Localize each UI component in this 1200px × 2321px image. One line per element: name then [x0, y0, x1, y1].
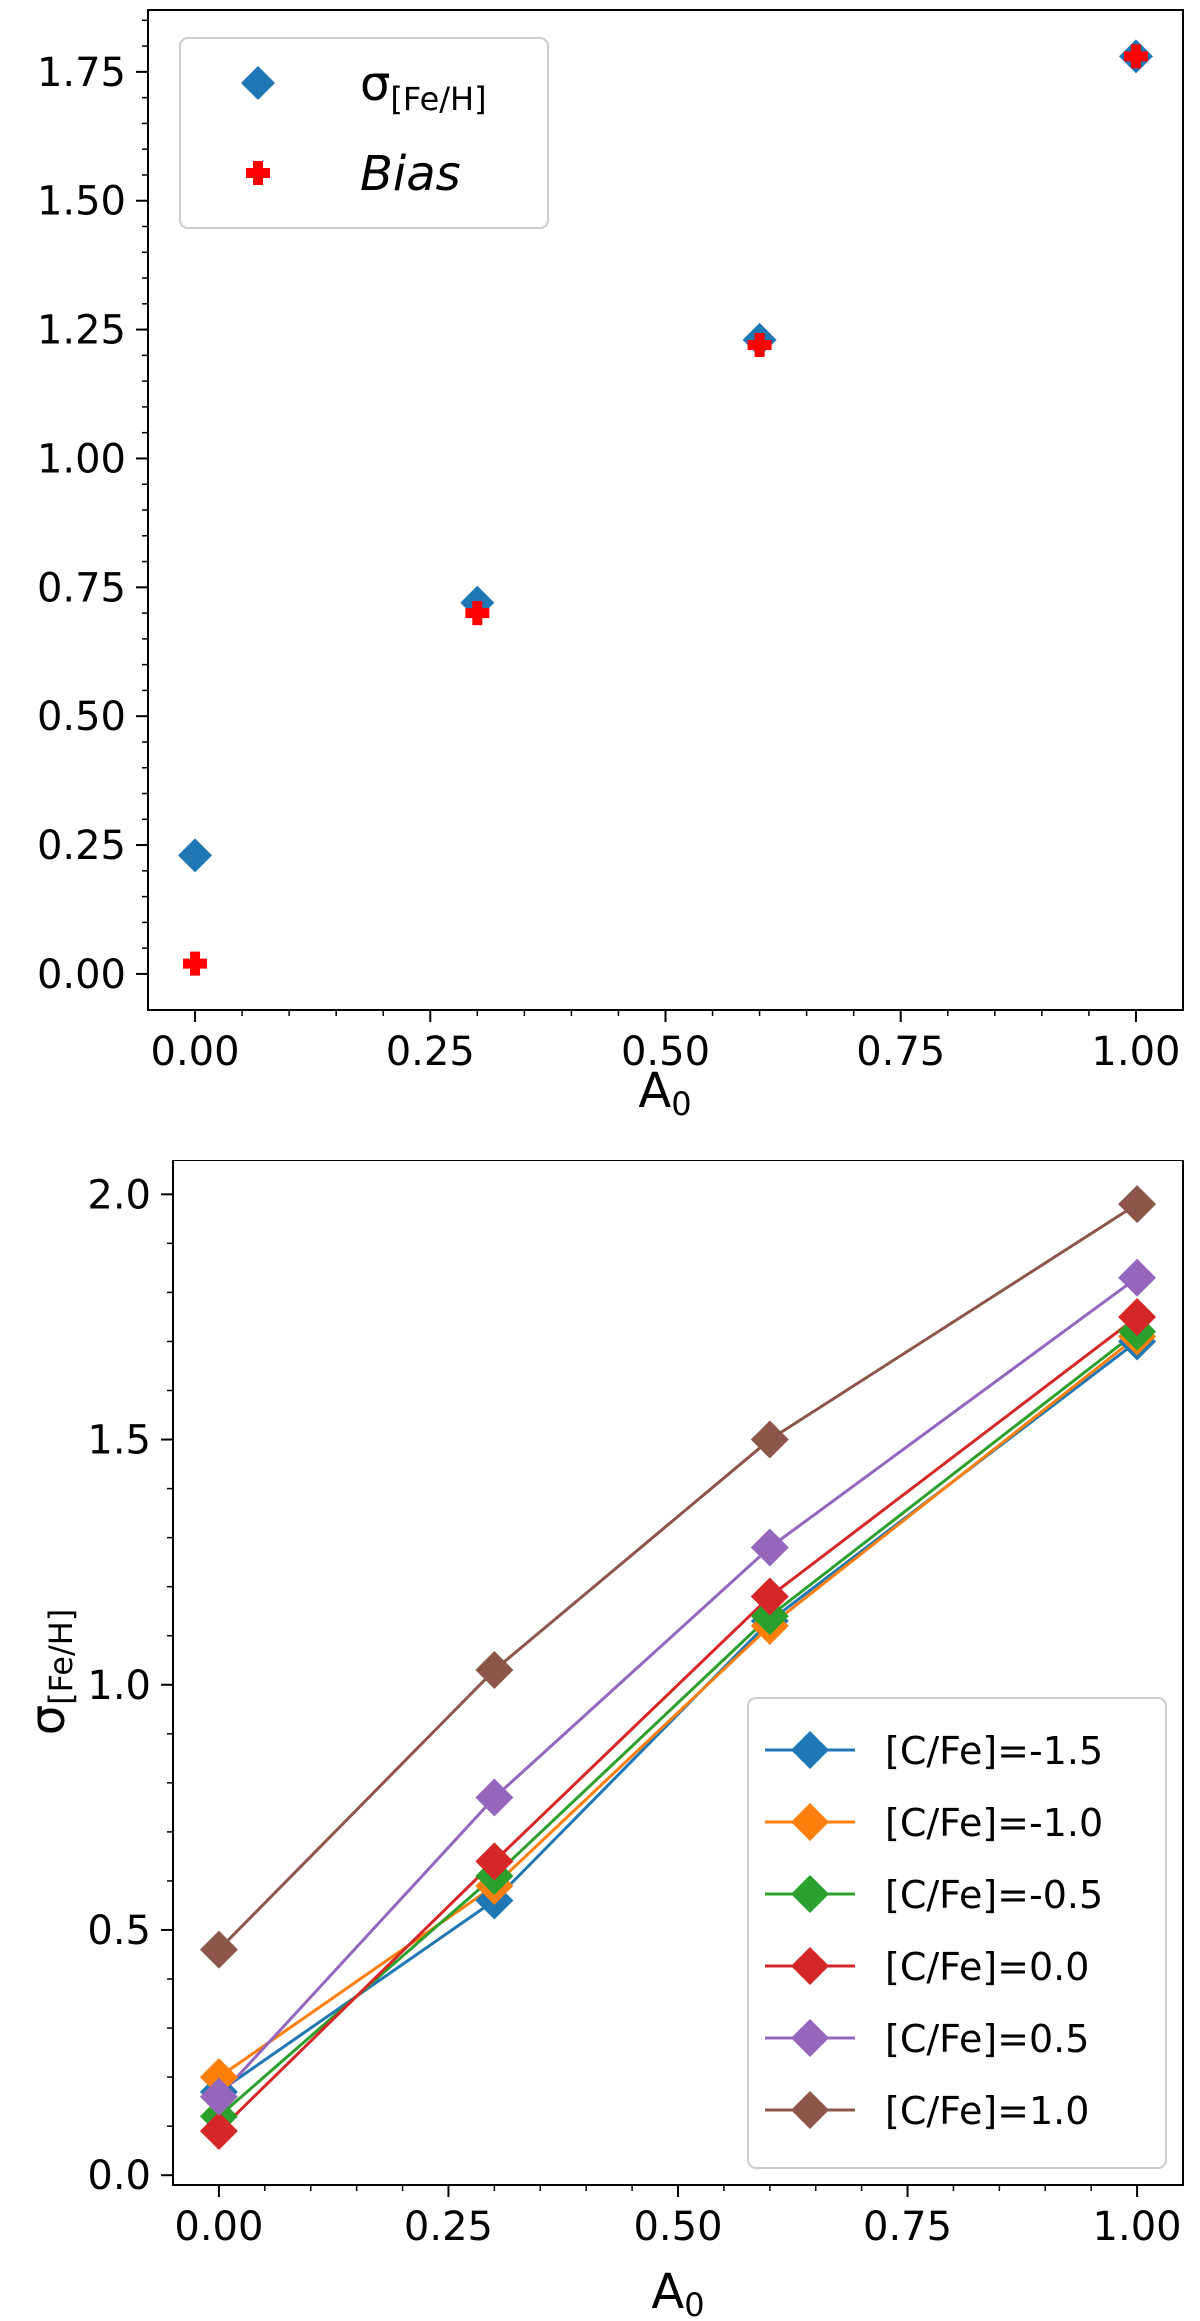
- legend-label: [C/Fe]=-1.5: [885, 1729, 1103, 1773]
- series-point: [1118, 1297, 1157, 1336]
- series-line: [218, 1335, 1139, 2079]
- series-point: [199, 2112, 238, 2151]
- legend-marker: [791, 1731, 829, 1769]
- legend-sigma-marker: [241, 66, 275, 100]
- top-x-tick-label: 1.00: [1091, 1029, 1180, 1075]
- series-line: [217, 1315, 1138, 2133]
- series-point: [750, 1528, 789, 1567]
- series-point: [750, 1597, 789, 1636]
- series-point: [199, 1930, 238, 1969]
- bottom-x-tick-label: 0.50: [633, 2204, 722, 2250]
- top-y-tick-label: 1.00: [37, 436, 126, 482]
- series-line: [217, 1276, 1138, 2098]
- top-x-axis-label-main: A: [638, 1063, 671, 1119]
- top-scatter-chart: 0.00 0.25 0.50 0.75 1.00 0.00 0.25 0.50 0.75 1.00…: [37, 9, 1184, 1123]
- bottom-legend-box: [747, 1697, 1167, 2169]
- bottom-x-tick-label: 1.00: [1093, 2204, 1182, 2250]
- bottom-x-tick-label: 0.25: [404, 2204, 493, 2250]
- bias-point: [747, 333, 772, 358]
- bottom-x-tick-label: 0.00: [174, 2204, 263, 2250]
- series-point: [475, 1651, 514, 1690]
- bottom-y-tick-label: 0.5: [87, 1908, 151, 1954]
- legend-marker: [791, 1875, 829, 1913]
- series-point: [750, 1420, 789, 1459]
- legend-label: [C/Fe]=0.0: [885, 1945, 1089, 1989]
- sigma-point: [178, 838, 213, 873]
- bias-point: [1123, 44, 1148, 69]
- bottom-x-axis-label: A0: [651, 2264, 704, 2320]
- series-point: [1118, 1258, 1157, 1297]
- bottom-y-axis-label-sub: [Fe/H]: [42, 1609, 80, 1705]
- series-point: [199, 2058, 238, 2097]
- top-x-tick-label: 0.50: [621, 1029, 710, 1075]
- top-y-tick-label: 1.75: [37, 50, 126, 96]
- bottom-y-tick-label: 1.0: [87, 1663, 151, 1709]
- bottom-x-axis-label-main: A: [651, 2264, 684, 2320]
- series-point: [475, 1842, 514, 1881]
- legend-sigma-label: σ[Fe/H]: [360, 56, 487, 118]
- top-x-tick-label: 0.00: [151, 1029, 240, 1075]
- legend-label: [C/Fe]=-0.5: [885, 1873, 1103, 1917]
- legend-bias-label: Bias: [360, 146, 461, 202]
- top-y-tick-label: 1.25: [37, 308, 126, 354]
- series-point: [1118, 1185, 1157, 1224]
- bias-point: [183, 951, 208, 976]
- legend-label: [C/Fe]=-1.0: [885, 1801, 1103, 1845]
- legend-label: [C/Fe]=1.0: [885, 2089, 1089, 2133]
- top-y-tick-label: 0.25: [37, 823, 126, 869]
- legend-marker: [791, 1947, 829, 1985]
- series-point: [199, 2077, 238, 2116]
- bottom-y-tick-label: 2.0: [87, 1172, 151, 1218]
- series-line: [217, 1202, 1138, 1951]
- top-x-tick-label: 0.25: [386, 1029, 475, 1075]
- legend-marker: [791, 2019, 829, 2057]
- top-y-tick-label: 0.75: [37, 565, 126, 611]
- bottom-y-axis-label-main: σ: [20, 1705, 76, 1735]
- legend-bias-marker: [246, 161, 270, 185]
- bias-point: [465, 601, 490, 626]
- top-y-tick-label: 0.50: [37, 694, 126, 740]
- bottom-line-chart: 0.00 0.25 0.50 0.75 1.00 0.0 0.5 1.0 1.5 2.0 [C/F…: [20, 1160, 1184, 2320]
- bottom-y-tick-label: 0.0: [87, 2153, 151, 2199]
- top-x-axis-label-sub: 0: [671, 1085, 691, 1123]
- legend-sigma-label-main: σ: [360, 56, 390, 112]
- legend-marker: [791, 1803, 829, 1841]
- top-y-tick-label: 0.00: [37, 952, 126, 998]
- bottom-x-axis-label-sub: 0: [684, 2286, 704, 2320]
- top-x-tick-label: 0.75: [856, 1029, 945, 1075]
- bottom-x-tick-label: 0.75: [863, 2204, 952, 2250]
- top-y-tick-label: 1.50: [37, 179, 126, 225]
- series-point: [750, 1577, 789, 1616]
- bottom-y-tick-label: 1.5: [87, 1418, 151, 1464]
- bottom-y-axis-label: σ[Fe/H]: [20, 1609, 80, 1736]
- bottom-legend: [C/Fe]=-1.5 [C/Fe]=-1.0 [C/Fe]=-0.5 [C/Fe]=…: [747, 1697, 1167, 2169]
- legend-marker: [791, 2091, 829, 2129]
- top-legend: σ[Fe/H] Bias: [179, 37, 549, 229]
- top-x-axis-label: A0: [638, 1063, 691, 1123]
- series-point: [475, 1778, 514, 1817]
- legend-sigma-label-sub: [Fe/H]: [390, 80, 486, 118]
- legend-label: [C/Fe]=0.5: [885, 2017, 1089, 2061]
